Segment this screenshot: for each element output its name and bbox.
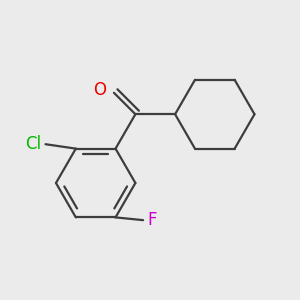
Text: O: O: [93, 81, 106, 99]
Text: Cl: Cl: [25, 135, 41, 153]
Text: F: F: [148, 211, 157, 229]
